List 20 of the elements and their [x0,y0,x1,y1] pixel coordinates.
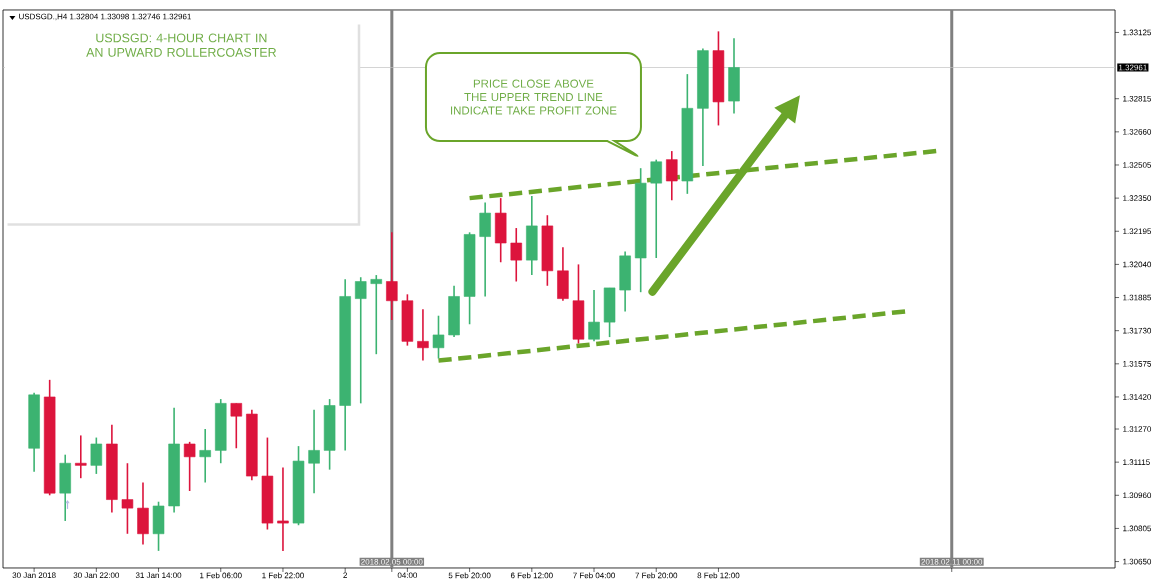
candlestick [90,436,103,475]
candlestick [308,408,320,494]
candlestick [588,289,600,343]
candlestick [432,314,445,360]
candlestick [650,158,662,259]
candlestick [479,201,491,298]
candlestick [370,274,383,355]
candlestick [75,434,87,479]
candlestick [386,231,398,321]
candlestick [510,227,522,283]
candlestick [277,466,289,552]
candlestick [354,276,367,405]
annotation: PRICE CLOSE ABOVE THE UPPER TREND LINE INDICATE TAKE PROFIT ZONE [451,79,617,115]
candlestick [199,428,211,484]
candlestick [121,462,134,535]
candlestick [183,441,196,492]
candlestick [666,150,678,202]
candlestick [417,308,429,362]
candlestick [230,402,243,450]
text: USDSGD: 4-HOUR CHART IN AN UPWARD ROLLERCOASTER [86,33,277,57]
